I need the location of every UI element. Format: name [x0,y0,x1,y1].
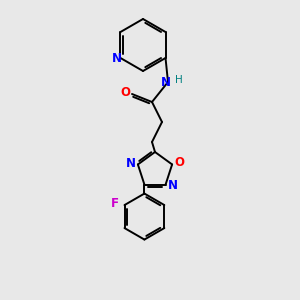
Text: N: N [168,179,178,192]
Text: O: O [174,156,184,169]
Text: F: F [110,196,118,210]
Text: N: N [126,157,136,170]
Text: N: N [161,76,171,88]
Text: H: H [175,75,183,85]
Text: O: O [120,86,130,100]
Text: N: N [112,52,122,64]
